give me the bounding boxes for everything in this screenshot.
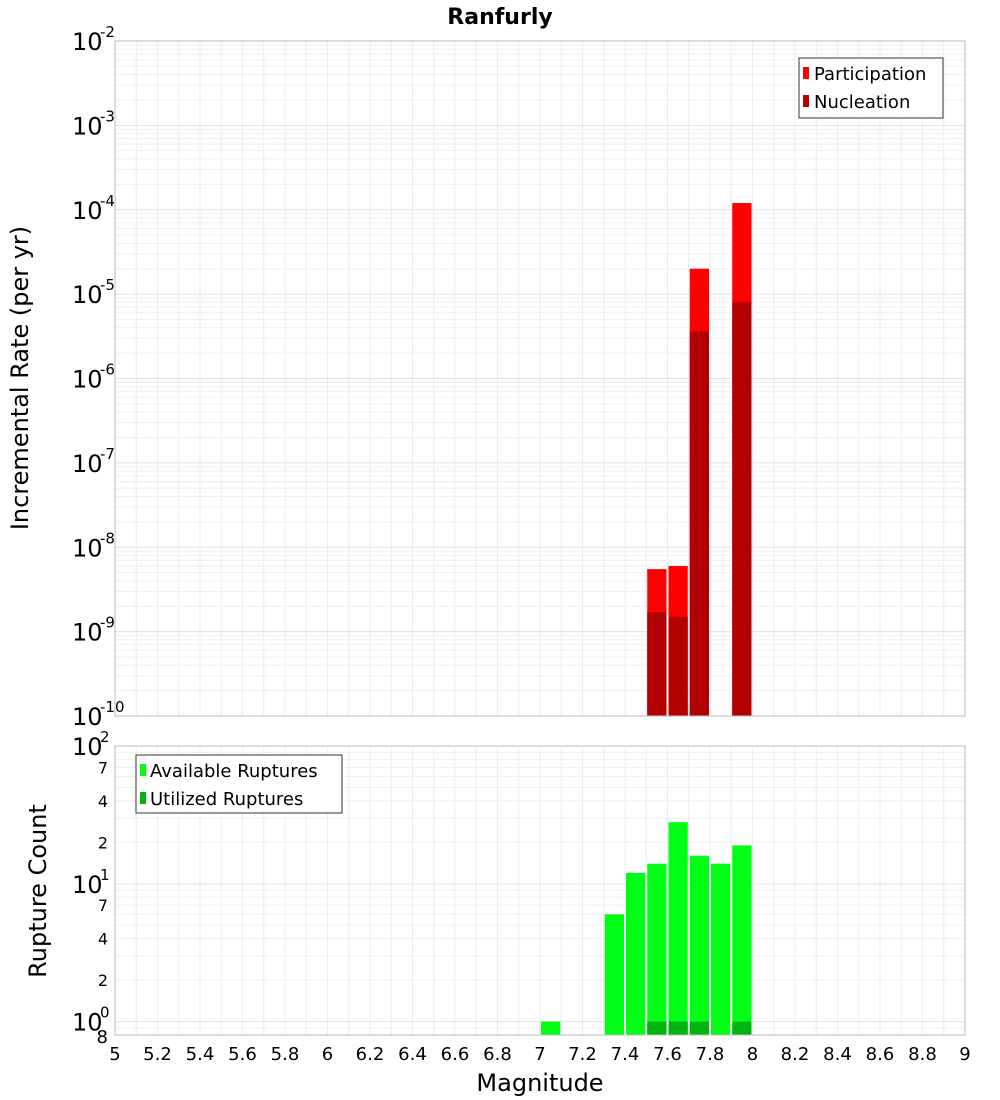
utilized-legend-swatch [140, 792, 146, 804]
rate-y-tick-exponent: -6 [100, 361, 115, 379]
count-available-ruptures-bar [647, 863, 667, 1035]
x-tick-label: 6.4 [398, 1044, 427, 1065]
x-tick-label: 5.2 [143, 1044, 172, 1065]
participation-legend-swatch [803, 67, 809, 79]
nucleation-legend-label: Nucleation [814, 92, 910, 113]
rate-y-tick-exponent: -5 [100, 276, 115, 294]
count-utilized-ruptures-bar [732, 1021, 752, 1035]
count-legend: Available Ruptures Utilized Ruptures [135, 754, 343, 814]
rate-y-tick-exponent: -8 [100, 529, 115, 547]
count-utilized-ruptures-bar [668, 1021, 688, 1035]
rate-y-tick-label: 10 [72, 450, 103, 478]
count-available-ruptures-bar [668, 822, 688, 1035]
rate-y-tick-exponent: -4 [100, 192, 115, 210]
rate-legend-box [798, 57, 944, 119]
x-tick-label: 5.6 [228, 1044, 257, 1065]
count-available-ruptures-bar [541, 1021, 561, 1035]
rate-y-tick-label: 10 [72, 28, 103, 56]
count-y-minor-tick-label: 2 [98, 971, 108, 990]
rate-y-tick-label: 10 [72, 534, 103, 562]
rate-y-tick-exponent: -9 [100, 614, 115, 632]
count-utilized-ruptures-bar [689, 1021, 709, 1035]
count-y-tick-label: 10 [72, 733, 103, 761]
rate-y-tick-exponent: -3 [100, 107, 115, 125]
participation-legend-label: Participation [814, 64, 926, 85]
count-y-tick-exponent: 2 [100, 728, 110, 746]
available-legend-label: Available Ruptures [150, 761, 318, 782]
rate-nucleation-bar [668, 616, 688, 716]
rate-panel: 10-210-310-410-510-610-710-810-910-10 In… [6, 23, 966, 731]
chart-title: Ranfurly [447, 5, 552, 30]
count-bars [541, 822, 752, 1035]
x-tick-label: 8.2 [781, 1044, 810, 1065]
rate-nucleation-bar [647, 612, 667, 716]
x-tick-label: 6.8 [483, 1044, 512, 1065]
x-tick-label: 7.6 [653, 1044, 682, 1065]
rate-y-tick-label: 10 [72, 197, 103, 225]
x-tick-label: 8.4 [823, 1044, 852, 1065]
available-legend-swatch [140, 764, 146, 776]
x-tick-label: 8.8 [908, 1044, 937, 1065]
count-y-minor-tick-label: 2 [98, 833, 108, 852]
rate-plot-border [114, 40, 966, 717]
x-tick-label: 6.2 [356, 1044, 385, 1065]
count-y-minor-tick-label: 7 [98, 758, 108, 777]
count-y-axis-label: Rupture Count [24, 804, 52, 978]
rate-grid [115, 41, 965, 717]
x-tick-label: 8.6 [866, 1044, 895, 1065]
rate-y-tick-exponent: -7 [100, 445, 115, 463]
rate-y-tick-label: 10 [72, 703, 103, 731]
count-y-tick-exponent: 0 [100, 1004, 110, 1022]
x-axis-label: Magnitude [476, 1069, 603, 1097]
rate-y-axis-label: Incremental Rate (per yr) [6, 226, 34, 530]
x-tick-label: 7.2 [568, 1044, 597, 1065]
count-available-ruptures-bar [689, 855, 709, 1035]
rate-y-tick-exponent: -2 [100, 23, 115, 41]
count-plot-border [114, 745, 966, 1036]
count-y-tick-label: 8 [97, 1027, 108, 1048]
count-utilized-ruptures-bar [647, 1021, 667, 1035]
x-tick-label: 7 [534, 1044, 545, 1065]
count-y-minor-tick-label: 4 [98, 930, 108, 949]
x-tick-label: 7.8 [696, 1044, 725, 1065]
rate-y-tick-exponent: -10 [100, 698, 125, 716]
x-tick-label: 6 [322, 1044, 333, 1065]
count-available-ruptures-bar [626, 872, 646, 1035]
rate-y-tick-label: 10 [72, 281, 103, 309]
x-tick-label: 7.4 [611, 1044, 640, 1065]
x-tick-label: 9 [959, 1044, 970, 1065]
count-legend-box [135, 754, 343, 814]
rate-y-tick-label: 10 [72, 112, 103, 140]
count-y-tick-label: 10 [72, 1009, 103, 1037]
x-ticks: 5 5.2 5.4 5.6 5.8 6 6.2 6.4 6.6 6.8 7 7.2 7.4 7.6 7.8 8… [109, 1044, 970, 1065]
rate-bars [647, 203, 752, 716]
nucleation-legend-swatch [803, 95, 809, 107]
count-y-tick-label: 10 [72, 871, 103, 899]
rate-y-ticks: 10-210-310-410-510-610-710-810-910-10 [72, 23, 125, 731]
x-tick-label: 6.6 [441, 1044, 470, 1065]
count-available-ruptures-bar [732, 845, 752, 1035]
x-tick-label: 5.8 [271, 1044, 300, 1065]
count-y-minor-tick-label: 4 [98, 792, 108, 811]
x-tick-label: 5.4 [186, 1044, 215, 1065]
rate-y-tick-label: 10 [72, 366, 103, 394]
count-y-tick-exponent: 1 [100, 866, 110, 884]
x-tick-label: 8 [747, 1044, 758, 1065]
rate-y-tick-label: 10 [72, 619, 103, 647]
rate-nucleation-bar [689, 331, 709, 716]
count-available-ruptures-bar [711, 863, 731, 1035]
count-available-ruptures-bar [604, 914, 624, 1035]
rate-legend: Participation Nucleation [798, 57, 944, 119]
x-tick-label: 5 [109, 1044, 120, 1065]
count-y-minor-tick-label: 7 [98, 896, 108, 915]
rate-nucleation-bar [732, 302, 752, 716]
utilized-legend-label: Utilized Ruptures [150, 789, 303, 810]
